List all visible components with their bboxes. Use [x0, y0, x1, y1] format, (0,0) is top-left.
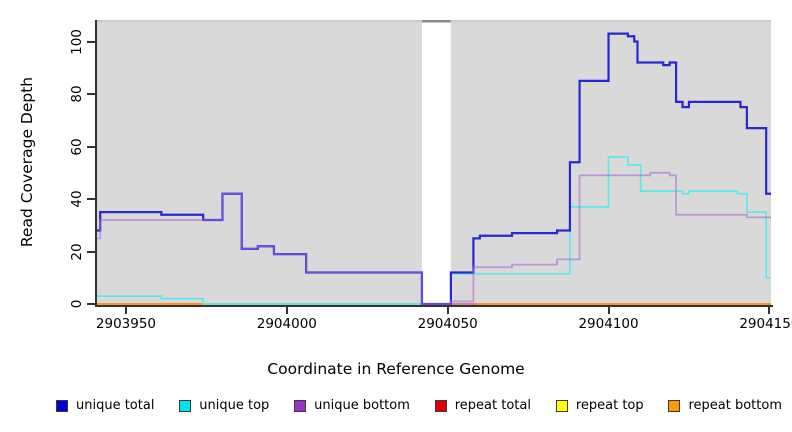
- x-tick-label: 2904100: [578, 316, 639, 332]
- legend-item-unique-top: unique top: [179, 398, 269, 413]
- x-tick-mark: [446, 307, 449, 314]
- legend-swatch-icon: [294, 399, 307, 412]
- x-tick-label: 2904050: [417, 316, 478, 332]
- legend-swatch-icon: [56, 399, 68, 412]
- series-unique-bottom: [97, 171, 771, 305]
- legend-swatch-icon: [179, 399, 192, 412]
- y-axis-line: [95, 20, 97, 307]
- legend-swatch-icon: [555, 399, 568, 412]
- x-tick-mark: [124, 307, 127, 314]
- y-tick-mark: [87, 198, 95, 200]
- coverage-plot: [97, 20, 771, 305]
- masked-region: [421, 20, 451, 305]
- y-tick-label: 100: [69, 28, 85, 55]
- y-tick-label: 0: [69, 299, 85, 309]
- y-tick-mark: [87, 145, 95, 148]
- legend-label: repeat bottom: [688, 398, 782, 413]
- legend-item-unique-total: unique total: [56, 398, 154, 413]
- x-tick-mark: [285, 307, 288, 314]
- x-tick-label: 2904150: [739, 316, 792, 332]
- legend-item-unique-bottom: unique bottom: [294, 398, 410, 413]
- legend-item-repeat-top: repeat top: [555, 398, 644, 413]
- x-tick-mark: [607, 307, 610, 314]
- legend-swatch-icon: [434, 399, 447, 412]
- y-tick-mark: [87, 40, 95, 43]
- legend-swatch-icon: [668, 399, 681, 412]
- x-tick-label: 2903950: [95, 316, 157, 332]
- legend-label: unique bottom: [314, 398, 410, 413]
- y-axis-title: Read Coverage Depth: [18, 76, 36, 248]
- y-tick-mark: [87, 303, 95, 305]
- x-axis-line: [95, 305, 773, 307]
- x-tick-mark: [768, 307, 771, 314]
- series-unique-top: [97, 156, 771, 305]
- x-tick-label: 2904000: [256, 316, 317, 332]
- y-tick-label: 40: [69, 190, 85, 208]
- legend-label: repeat top: [575, 398, 644, 413]
- legend-label: unique top: [199, 398, 270, 413]
- y-tick-label: 60: [69, 137, 85, 156]
- legend: unique total unique top unique bottom repea…: [0, 398, 792, 413]
- legend-label: unique total: [76, 398, 155, 413]
- y-tick-label: 20: [69, 242, 85, 261]
- legend-label: repeat total: [454, 398, 531, 413]
- y-tick-label: 80: [69, 85, 85, 103]
- y-tick-mark: [87, 250, 95, 253]
- legend-item-repeat-total: repeat total: [434, 398, 531, 413]
- x-axis-title: Coordinate in Reference Genome: [267, 360, 525, 378]
- y-tick-mark: [87, 93, 95, 96]
- legend-item-repeat-bottom: repeat bottom: [668, 398, 782, 413]
